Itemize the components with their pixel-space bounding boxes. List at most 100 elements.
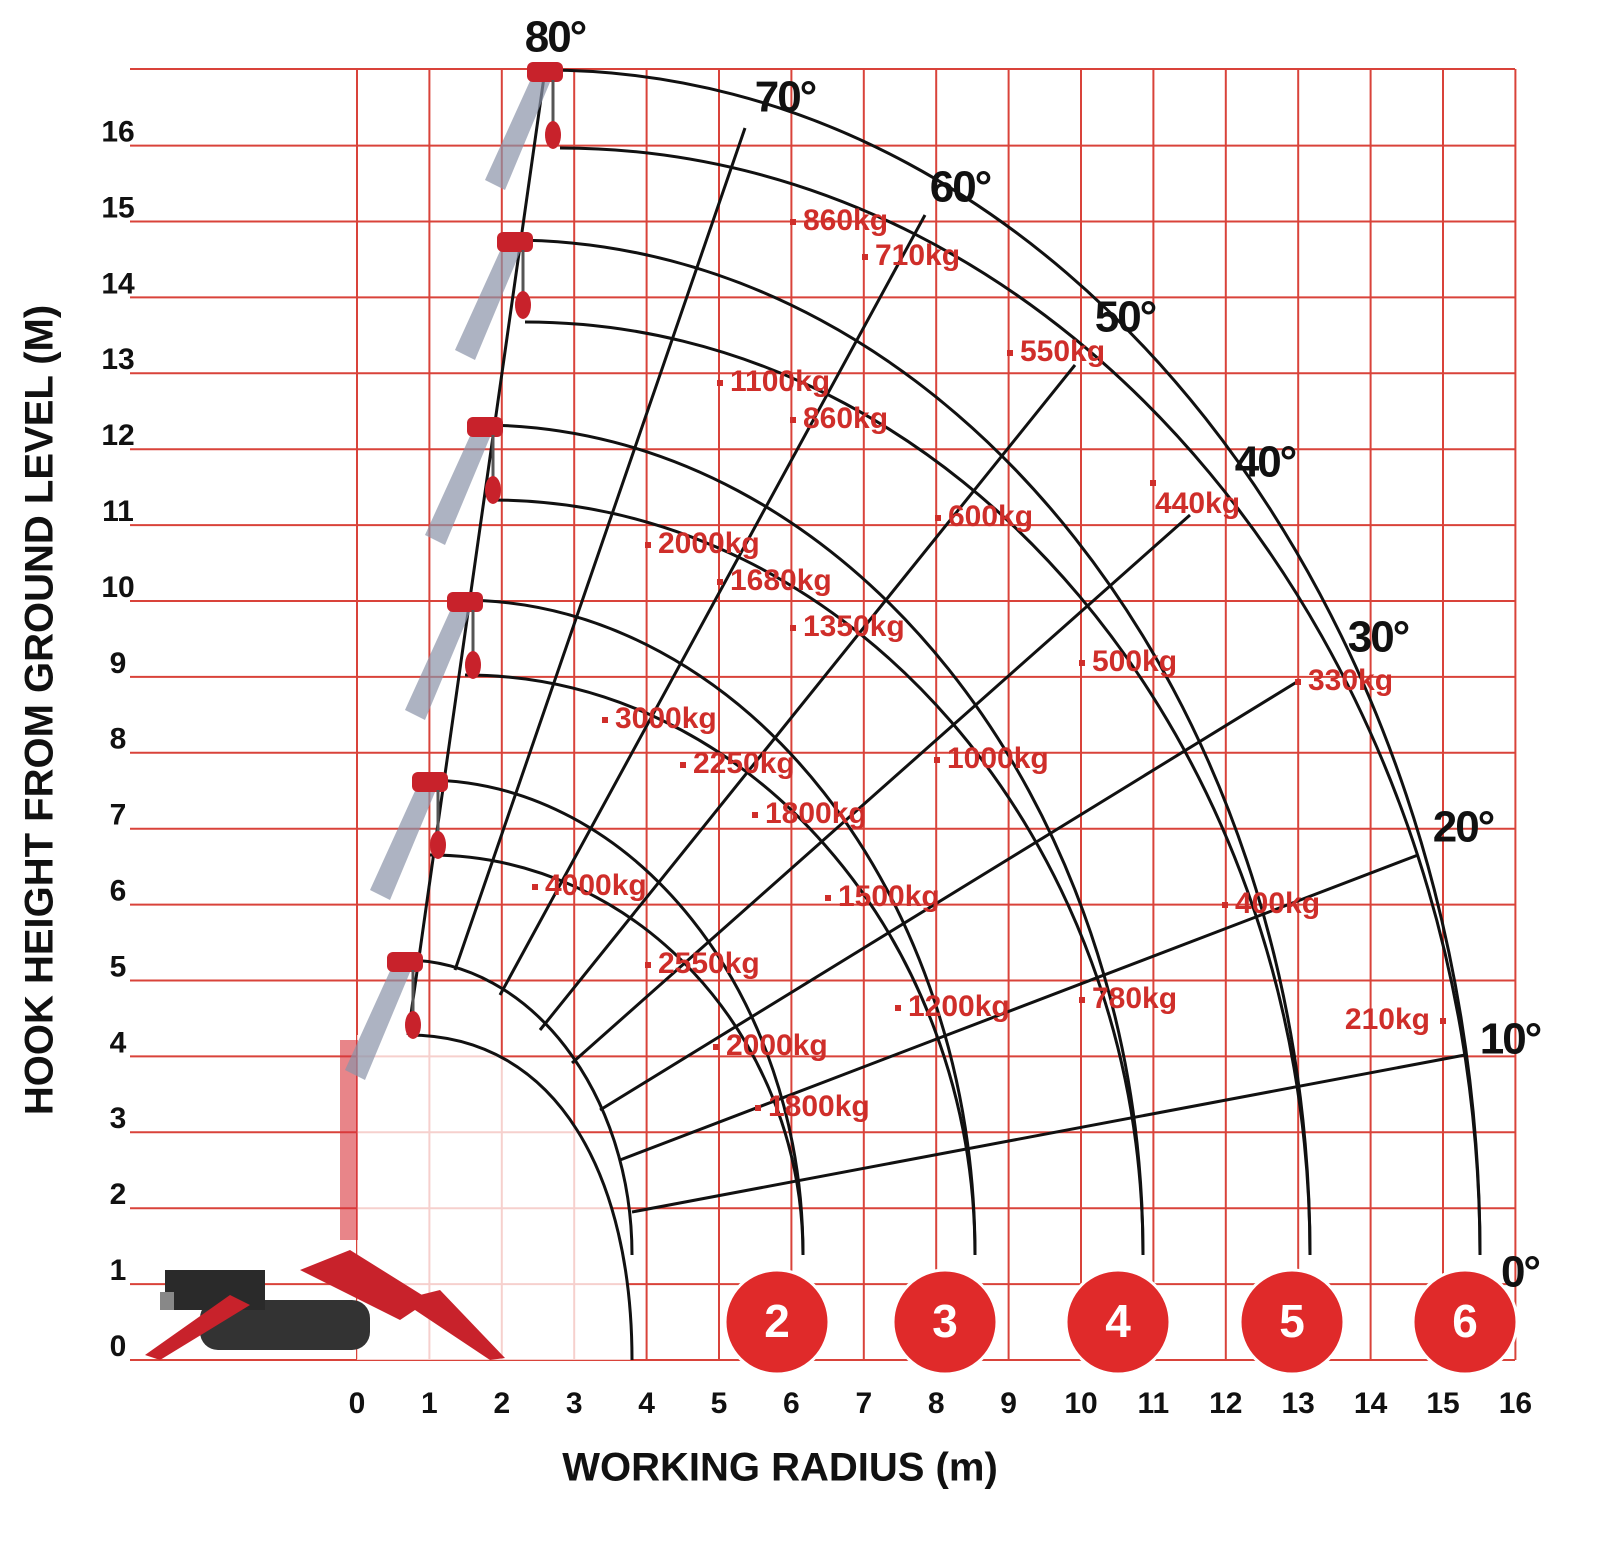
reach-arc (524, 320, 1312, 1256)
load-label: 2250kg (693, 747, 795, 780)
load-point (934, 757, 940, 763)
y-tick-label: 7 (110, 799, 127, 832)
load-label: 2000kg (726, 1029, 828, 1062)
load-point (790, 417, 796, 423)
x-tick-label: 0 (349, 1387, 366, 1420)
section-number: 5 (1279, 1295, 1305, 1347)
load-point (790, 625, 796, 631)
load-label: 330kg (1308, 664, 1393, 697)
x-tick-label: 14 (1354, 1387, 1388, 1420)
section-number: 3 (932, 1295, 958, 1347)
load-label: 1800kg (765, 797, 867, 830)
boom-head (467, 417, 503, 437)
x-tick-label: 2 (493, 1387, 510, 1420)
booms (345, 62, 563, 1080)
y-tick-label: 10 (101, 571, 134, 604)
reach-arc (489, 498, 1145, 1256)
section-badge (1411, 1268, 1519, 1376)
x-tick-label: 7 (855, 1387, 872, 1420)
reach-arc (544, 68, 1482, 1256)
angle-line (571, 513, 1191, 1065)
angle-label: 70° (755, 73, 816, 122)
load-label: 440kg (1155, 487, 1240, 520)
y-axis-title: HOOK HEIGHT FROM GROUND LEVEL (M) (18, 305, 62, 1115)
load-point (1079, 660, 1085, 666)
angle-label: 50° (1095, 293, 1156, 342)
boom (455, 240, 523, 360)
load-point (645, 962, 651, 968)
y-tick-label: 6 (110, 875, 127, 908)
hook (545, 121, 561, 149)
boom (370, 780, 438, 900)
load-label: 600kg (948, 500, 1033, 533)
y-tick-label: 12 (101, 419, 134, 452)
load-label: 860kg (803, 402, 888, 435)
y-tick-label: 9 (110, 647, 127, 680)
load-point (602, 717, 608, 723)
section-badge (723, 1268, 831, 1376)
load-label: 400kg (1235, 887, 1320, 920)
x-tick-label: 9 (1000, 1387, 1017, 1420)
load-point (935, 515, 941, 521)
crane (145, 1040, 505, 1360)
reach-arc (509, 238, 1312, 1256)
load-point (717, 380, 723, 386)
y-tick-label: 0 (110, 1330, 127, 1363)
load-label: 1200kg (908, 990, 1010, 1023)
load-label: 1500kg (838, 880, 940, 913)
angle-label: 40° (1235, 438, 1296, 487)
y-tick-label: 16 (101, 116, 134, 149)
load-label: 4000kg (545, 869, 647, 902)
angle-line (631, 1053, 1466, 1214)
x-tick-label: 15 (1426, 1387, 1459, 1420)
boom (425, 425, 493, 545)
angle-line (538, 364, 1077, 1031)
load-point (532, 884, 538, 890)
y-tick-label: 14 (101, 267, 135, 300)
section-badge (1064, 1268, 1172, 1376)
load-label: 500kg (1092, 645, 1177, 678)
boom (485, 70, 553, 190)
load-point (755, 1105, 761, 1111)
angle-label: 20° (1433, 803, 1494, 852)
x-tick-label: 10 (1064, 1387, 1097, 1420)
y-tick-label: 2 (110, 1178, 127, 1211)
load-point (895, 1005, 901, 1011)
load-point (1295, 679, 1301, 685)
angle-line (599, 678, 1301, 1112)
load-label: 2000kg (658, 527, 760, 560)
reach-arc (407, 1033, 634, 1361)
hook (465, 651, 481, 679)
hook (515, 291, 531, 319)
reach-arc (479, 423, 1145, 1256)
inner-fade (357, 1035, 632, 1360)
x-tick-label: 4 (638, 1387, 655, 1420)
x-tick-label: 6 (783, 1387, 800, 1420)
y-tick-label: 3 (110, 1102, 127, 1135)
angle-label: 10° (1480, 1015, 1541, 1064)
load-label: 3000kg (615, 702, 717, 735)
angle-label: 30° (1348, 613, 1409, 662)
load-label: 550kg (1020, 335, 1105, 368)
load-point (680, 762, 686, 768)
y-tick-label: 11 (102, 495, 134, 528)
x-tick-label: 8 (928, 1387, 945, 1420)
load-label: 860kg (803, 204, 888, 237)
angle-line (619, 853, 1419, 1162)
x-tick-label: 11 (1138, 1387, 1170, 1420)
angle-label: 80° (525, 13, 586, 62)
x-axis-title: WORKING RADIUS (m) (562, 1446, 998, 1490)
y-tick-label: 4 (110, 1026, 127, 1059)
load-label: 1000kg (947, 742, 1049, 775)
x-tick-label: 12 (1209, 1387, 1242, 1420)
x-tick-label: 16 (1499, 1387, 1532, 1420)
section-number: 2 (764, 1295, 790, 1347)
angle-line (453, 127, 747, 971)
load-point (1150, 480, 1156, 486)
load-point (825, 895, 831, 901)
y-tick-label: 1 (110, 1254, 127, 1287)
load-label: 2550kg (658, 947, 760, 980)
load-point (1222, 902, 1228, 908)
grid (130, 68, 1517, 1361)
